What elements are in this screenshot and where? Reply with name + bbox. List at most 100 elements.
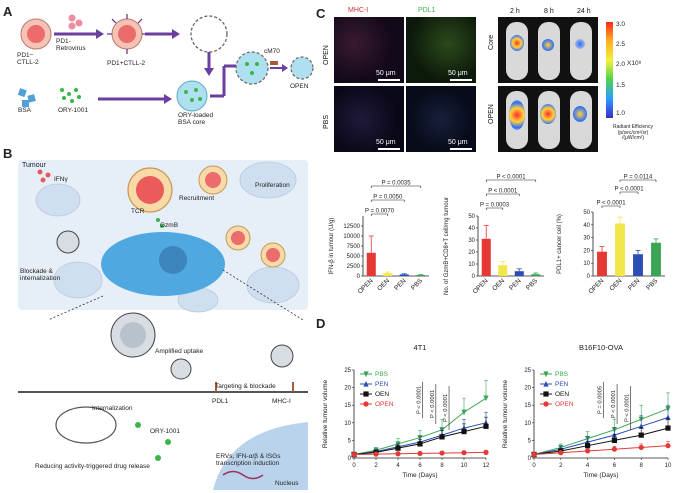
scalebar-label: 50 μm [376,139,396,146]
x-tick-label: PEN [627,277,642,292]
nucleus-region [213,422,308,490]
micrograph-pbs-pdl1 [406,86,476,152]
scalebar [450,79,472,81]
data-point [461,409,467,416]
data-point [611,437,617,443]
data-point [531,451,537,458]
p-value-label: P < 0.0001 [596,201,626,207]
y-tick-label: 0 [587,274,591,280]
row-label-pbs: PBS [323,114,330,129]
colorbar [606,22,613,118]
data-point [461,450,467,456]
data-point [638,444,644,451]
y-tick-label: 20 [344,386,351,392]
panel-letter-b: B [3,146,13,161]
scalebar [450,148,472,150]
label-pd1-retrovirus: PD1- Retrovirus [56,38,86,53]
x-tick-label: 8 [440,463,444,469]
x-tick-label: 0 [532,463,536,469]
p-value-label: P < 0.0001 [611,390,617,418]
p-value-label: P = 0.0114 [624,175,653,181]
p-value-label: P < 0.0001 [614,187,644,193]
header-pdl1: PDL1 [418,7,436,14]
y-tick-label: 20 [524,386,531,392]
label-mhc1: MHC-I [272,398,291,405]
x-tick-label: OEN [376,277,391,292]
p-value-label: P < 0.0001 [443,394,449,422]
colorbar-exponent: X10⁸ [627,60,642,67]
label-ervs: ERVs, IFN-α/β & ISGs transcription induc… [216,453,281,468]
y-axis-label: No. of GzmB+CD8+T cell/mg tumour [444,197,450,295]
x-tick-label: PEN [508,277,523,292]
x-tick-label: 0 [352,463,356,469]
x-tick-label: PBS [525,277,540,292]
y-axis-label: IFN-β in tumour (U/g) [329,218,335,275]
scalebar-label: 50 μm [448,139,468,146]
bar [651,242,661,276]
arrow-icon [172,29,180,39]
x-tick-label: 6 [418,463,422,469]
label-reducing: Reducing activity-triggered drug release [35,463,150,470]
micrograph-open-pdl1 [406,17,476,83]
colorbar-tick: 2.5 [616,41,626,48]
label-tcr: TCR [131,208,145,215]
p-value-label: P = 0.0050 [373,195,403,201]
data-point [363,371,369,378]
data-point [611,446,617,452]
y-tick-label: 20 [583,248,590,254]
series-line [533,417,669,455]
x-axis-label: Time (Days) [583,472,618,479]
chart-4t1: 4T1 0 5 10 15 20 25 0 2 4 6 8 10 12 Time (Days) Relativ… [322,343,490,479]
timepoint-24h: 24 h [577,8,591,15]
x-tick-label: 6 [613,463,617,469]
panel-letter-c: C [316,6,326,21]
colorbar-tick: 2.0 [616,61,626,68]
micrograph-open-mhc1 [334,17,404,83]
row-label-open: OPEN [323,45,330,65]
bsa-icon [17,88,36,107]
y-tick-label: 0 [348,456,352,462]
data-point [558,450,564,456]
timepoint-2h: 2 h [510,8,520,15]
label-blockade: Blockade & internalization [20,268,61,283]
p-value-label: P = 0.0070 [365,209,395,215]
legend-label: PBS [555,371,569,378]
colorbar-tick: 3.0 [616,21,626,28]
data-point [439,434,445,440]
bar [597,251,607,276]
legend-label: OEN [555,391,569,398]
x-tick-label: OEN [491,277,506,292]
y-axis-label: PDL1+ cancer cell (%) [557,214,563,274]
legend-label: PEN [375,381,389,388]
y-axis-label: Relative tumour volume [322,379,329,448]
y-tick-label: 12500 [343,224,360,230]
p-value-label: P < 0.0001 [417,386,423,414]
y-tick-label: 10 [583,261,590,267]
ivis-row-open: OPEN [488,104,495,124]
y-tick-label: 7500 [347,244,361,250]
bar [366,252,376,276]
p-value-label: P = 0.0003 [480,203,510,209]
y-tick-label: 10000 [343,234,360,240]
scalebar-label: 50 μm [448,70,468,77]
label-pd1pos-ctll2: PD1+CTLL-2 [107,60,146,67]
label-recruitment: Recruitment [179,195,215,202]
y-tick-label: 15 [524,403,531,409]
data-point [543,371,549,378]
data-point [483,423,489,429]
ivis-open-row [498,86,598,152]
x-tick-label: PBS [645,277,660,292]
cm70-icon [270,61,278,65]
y-tick-label: 40 [583,223,590,229]
data-point [585,443,591,449]
open-nanoparticle-icon [290,56,314,80]
ory1001-icon [60,88,81,103]
ory-release-icon [135,422,171,461]
dna-icon [222,470,264,480]
bar [531,274,541,276]
x-tick-label: 4 [396,463,400,469]
y-tick-label: 50 [468,214,475,220]
y-tick-label: 10 [344,421,351,427]
p-value-label: P < 0.0001 [430,390,436,418]
colorbar-tick: 1.0 [616,110,626,117]
